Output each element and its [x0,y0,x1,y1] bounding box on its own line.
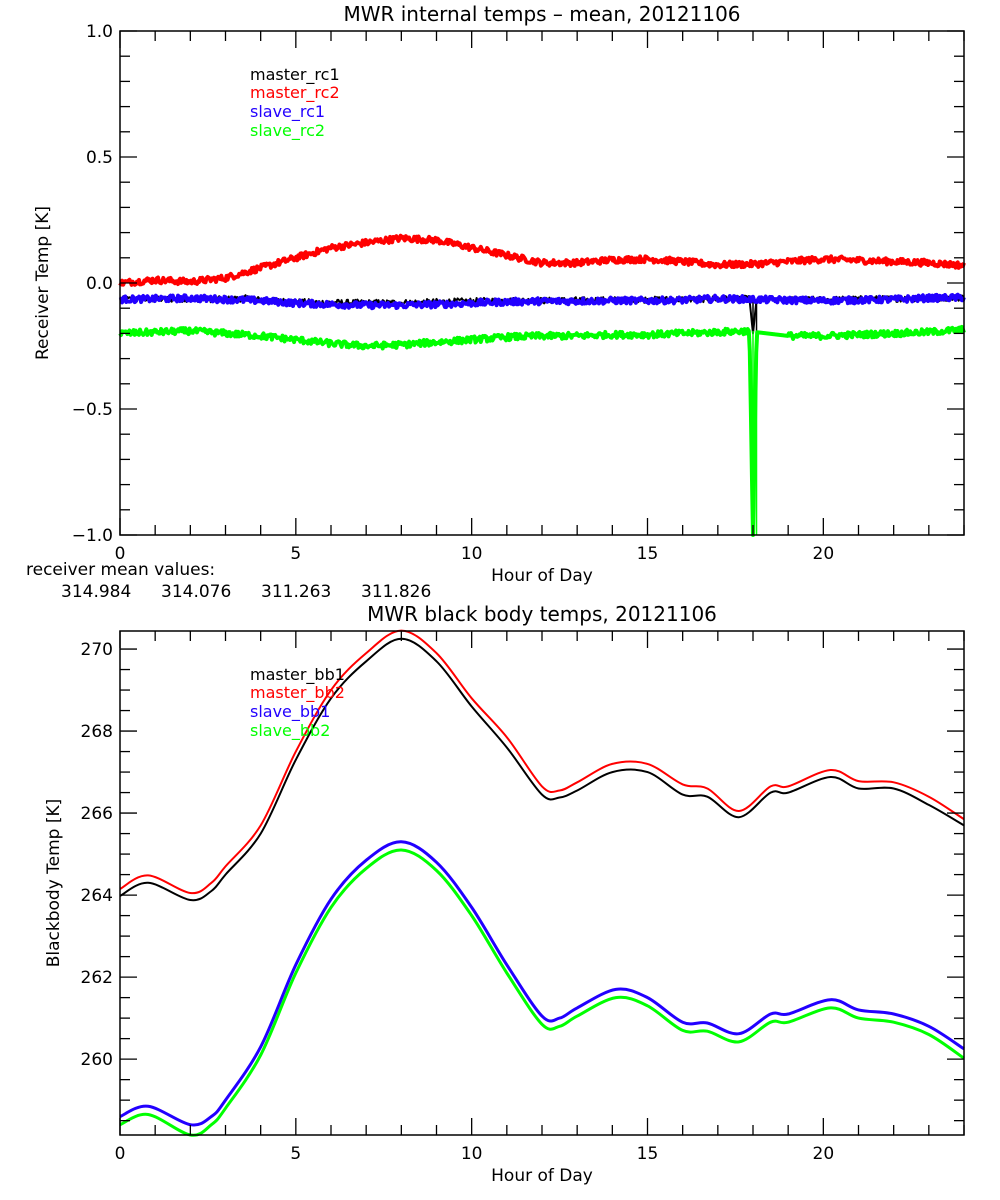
legend-item: slave_bb2 [250,721,330,741]
receiver-mean-value: 311.826 [361,582,431,602]
y-tick-label: 266 [81,804,113,824]
y-tick-label: 270 [81,640,113,660]
y-tick-label: −1.0 [72,526,113,546]
legend-item: master_rc2 [250,83,340,103]
x-axis-label: Hour of Day [491,1166,593,1186]
x-tick-label: 5 [290,1144,301,1164]
y-tick-label: 262 [81,968,113,988]
receiver-mean-label: receiver mean values: [26,560,215,580]
x-tick-label: 0 [115,1144,126,1164]
y-axis-label: Receiver Temp [K] [33,206,53,360]
series-line-slave_rc1 [118,292,966,311]
x-tick-label: 15 [637,544,659,564]
legend-item: slave_rc2 [250,121,325,141]
x-axis-label: Hour of Day [491,566,593,586]
y-tick-label: 268 [81,722,113,742]
legend-item: master_rc1 [250,65,340,85]
x-tick-label: 15 [637,1144,659,1164]
y-axis-label: Blackbody Temp [K] [44,799,64,968]
receiver-mean-value: 311.263 [261,582,331,602]
receiver-mean-value: 314.984 [61,582,131,602]
receiver-mean-values: receiver mean values: 314.984 314.076 31… [26,560,431,602]
x-tick-label: 10 [461,1144,483,1164]
legend: master_bb1 master_bb2 slave_bb1 slave_bb… [250,665,345,741]
series-line-slave_bb2 [119,848,965,1137]
legend-item: slave_rc1 [250,102,325,122]
legend-item: master_bb2 [250,683,345,703]
y-tick-label: 1.0 [86,22,113,42]
y-tick-label: 0.0 [86,274,113,294]
series-layer [118,233,966,537]
legend-item: slave_bb1 [250,702,330,722]
series-line-slave_rc2 [118,324,966,537]
blackbody-temp-chart: MWR black body temps, 20121106 0 5 10 15 20 2… [44,602,965,1186]
legend-item: master_bb1 [250,665,345,685]
y-tick-label: −0.5 [72,400,113,420]
series-line-master_bb1 [119,637,965,902]
x-tick-label: 20 [813,1144,835,1164]
x-tick-label: 5 [290,544,301,564]
y-tick-label: 0.5 [86,148,113,168]
series-layer [119,629,965,1137]
x-tick-label: 0 [115,544,126,564]
y-tick-label: 260 [81,1050,113,1070]
x-tick-label: 20 [813,544,835,564]
series-line-master_rc2 [118,233,966,287]
legend: master_rc1 master_rc2 slave_rc1 slave_rc… [250,65,340,141]
plot-frame [119,630,965,1136]
axes: 0 5 10 15 20 260 262 264 266 268 270 [81,630,965,1164]
receiver-mean-value: 314.076 [161,582,231,602]
chart-title: MWR black body temps, 20121106 [367,602,717,626]
receiver-temp-chart: MWR internal temps – mean, 20121106 0 5 10… [33,2,966,586]
axes: 0 5 10 15 20 −1.0 −0.5 0.0 0.5 1.0 [72,22,965,564]
chart-title: MWR internal temps – mean, 20121106 [343,2,740,26]
plot-frame [119,30,965,536]
y-tick-label: 264 [81,886,113,906]
series-line-master_bb2 [119,629,965,895]
series-line-slave_bb1 [119,840,965,1127]
x-tick-label: 10 [461,544,483,564]
